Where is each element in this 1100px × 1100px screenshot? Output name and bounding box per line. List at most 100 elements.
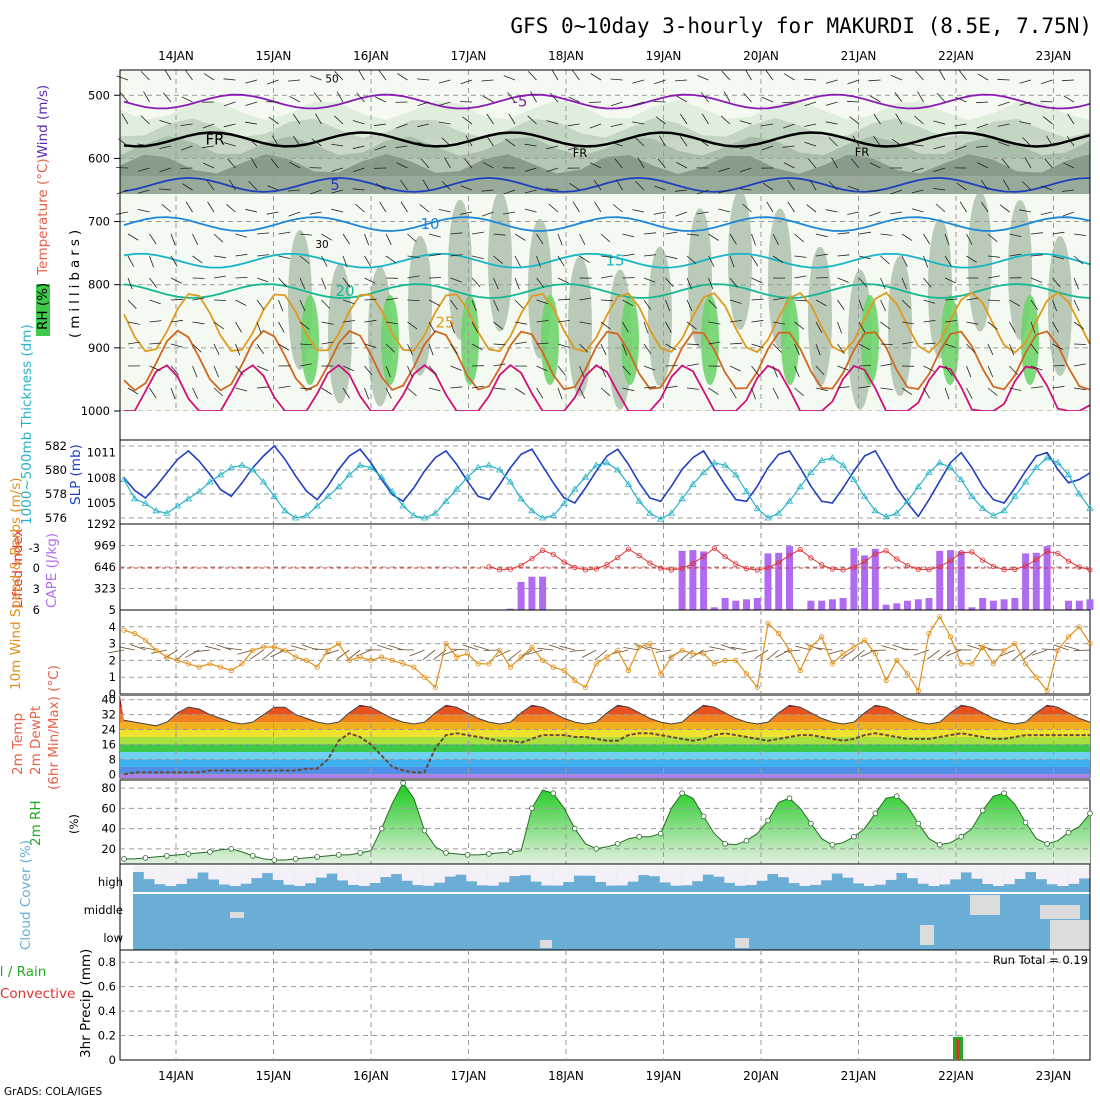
wind-barb bbox=[676, 95, 688, 103]
wind-barb bbox=[462, 116, 473, 125]
wind-barb bbox=[514, 299, 524, 309]
wind-speed-point bbox=[207, 661, 213, 667]
precip-units-label: 3hr Precip (mm) bbox=[78, 949, 94, 1058]
wind-barb bbox=[622, 321, 629, 333]
wind-barb bbox=[655, 116, 666, 125]
wind-barb bbox=[686, 387, 699, 390]
wind-barb bbox=[450, 365, 462, 371]
thickness-point bbox=[388, 487, 397, 494]
cape-bar bbox=[700, 551, 708, 610]
wind-barb bbox=[116, 211, 129, 215]
wind-barb bbox=[914, 115, 924, 125]
surface-wind-barb bbox=[527, 649, 543, 655]
high-cloud-gap bbox=[842, 866, 854, 878]
thickness-point bbox=[377, 473, 386, 480]
wind-barb bbox=[837, 254, 850, 257]
wind-barb bbox=[229, 179, 236, 191]
wind-barb bbox=[665, 255, 678, 260]
wind-barb bbox=[493, 255, 503, 265]
rh-units: (%) bbox=[67, 814, 81, 834]
high-cloud-gap bbox=[305, 866, 316, 884]
wind-barb bbox=[278, 321, 285, 333]
rh-moist-column bbox=[621, 295, 639, 385]
thickness-point bbox=[603, 459, 611, 466]
wind-barb bbox=[653, 101, 666, 103]
wind-speed-point bbox=[142, 637, 149, 643]
wind-barb bbox=[718, 208, 731, 213]
wind-barb bbox=[616, 179, 623, 191]
wind-barb bbox=[766, 201, 774, 213]
wind-barb bbox=[686, 363, 699, 367]
cape-bar bbox=[818, 600, 826, 610]
wind-barb bbox=[548, 203, 559, 213]
wind-barb bbox=[708, 299, 718, 309]
wind-barb bbox=[1073, 387, 1086, 391]
rh-point bbox=[185, 851, 192, 857]
cape-bar bbox=[528, 576, 536, 610]
wind-speed-point bbox=[1065, 634, 1072, 640]
rh-area bbox=[124, 783, 1090, 864]
wind-barb bbox=[364, 255, 372, 267]
wind-barb bbox=[536, 320, 549, 323]
high-cloud-gap bbox=[154, 866, 166, 885]
surface-wind-barb bbox=[999, 649, 1016, 657]
rh-point bbox=[250, 853, 256, 859]
wind-barb bbox=[880, 233, 893, 236]
cloud-high-label: high bbox=[98, 875, 123, 889]
wind-barb bbox=[751, 387, 756, 400]
surface-wind-barb bbox=[175, 649, 189, 661]
wind-barb bbox=[493, 299, 499, 312]
lifted-index-point bbox=[700, 553, 707, 560]
surface-wind-barb bbox=[937, 649, 951, 661]
wind-barb bbox=[162, 92, 172, 103]
thickness-tick-label: 578 bbox=[45, 487, 67, 501]
temperature-lines bbox=[123, 704, 1091, 776]
isotherm-label: 15 bbox=[605, 252, 624, 270]
high-cloud-gap bbox=[584, 866, 596, 876]
surface-wind-barb bbox=[559, 645, 575, 651]
wind-barb bbox=[590, 162, 602, 169]
rh-label: RH (%) bbox=[35, 283, 51, 330]
slp-tick-label: 1008 bbox=[87, 471, 116, 485]
wind-barb bbox=[321, 341, 334, 345]
wind-barb bbox=[481, 189, 494, 192]
thickness-point bbox=[882, 513, 890, 520]
date-axis-top: 14JAN 15JAN 16JAN 17JAN 18JAN 19JAN 20JAN 21JAN… bbox=[158, 49, 1071, 63]
wind-barb bbox=[837, 277, 849, 283]
thickness-point bbox=[764, 514, 772, 521]
wind-barb bbox=[342, 365, 355, 372]
wind-barb bbox=[643, 321, 649, 334]
thickness-point bbox=[1011, 492, 1019, 499]
wind-speed-point bbox=[271, 644, 277, 650]
wind-barb bbox=[632, 121, 645, 125]
wind-barb bbox=[890, 75, 903, 81]
wind-barb bbox=[696, 211, 709, 215]
wind-barb bbox=[1019, 79, 1032, 84]
rh-point bbox=[979, 807, 986, 814]
wind-barb bbox=[278, 385, 291, 389]
high-cloud-gap bbox=[1014, 866, 1026, 879]
wind-barb bbox=[342, 387, 350, 399]
thickness-point bbox=[452, 485, 461, 492]
wind-barb bbox=[782, 145, 795, 148]
thickness-point bbox=[935, 459, 944, 466]
wind-barb bbox=[966, 365, 972, 378]
wind-speed-point bbox=[668, 654, 675, 660]
wind-barb bbox=[686, 233, 699, 236]
wind-barb bbox=[127, 255, 135, 267]
wind-speed-point bbox=[121, 627, 127, 633]
wind-barb bbox=[182, 183, 193, 191]
wind-barb bbox=[159, 145, 172, 149]
wind-barb bbox=[858, 365, 872, 367]
lifted-index-point bbox=[904, 562, 911, 569]
wind-barb bbox=[245, 208, 258, 213]
wind-barb bbox=[944, 277, 957, 284]
wind-speed-point bbox=[1022, 661, 1029, 667]
high-cloud-gap bbox=[380, 866, 392, 878]
wind-barb bbox=[956, 182, 967, 191]
wind-barb bbox=[772, 365, 778, 378]
high-cloud-gap bbox=[1046, 866, 1058, 885]
wind-barb bbox=[149, 365, 161, 372]
wind-tick-label: 1 bbox=[109, 670, 116, 684]
rh-point bbox=[593, 845, 600, 852]
